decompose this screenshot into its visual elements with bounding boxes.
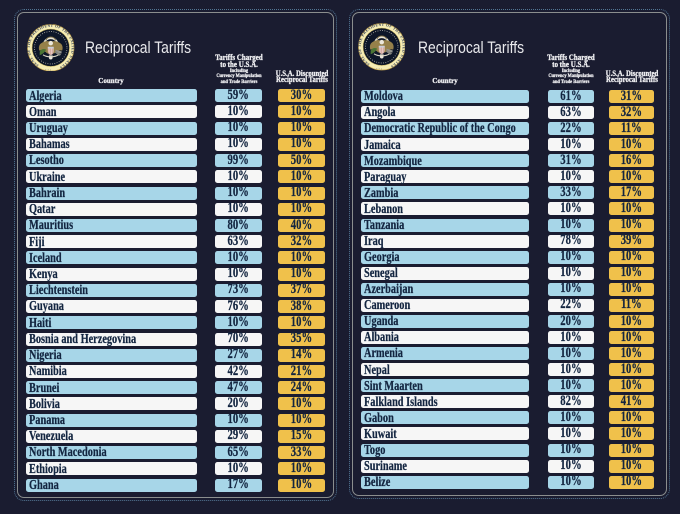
svg-text:· · ·: · · · — [45, 67, 51, 71]
svg-text:· · ·: · · · — [376, 66, 382, 70]
